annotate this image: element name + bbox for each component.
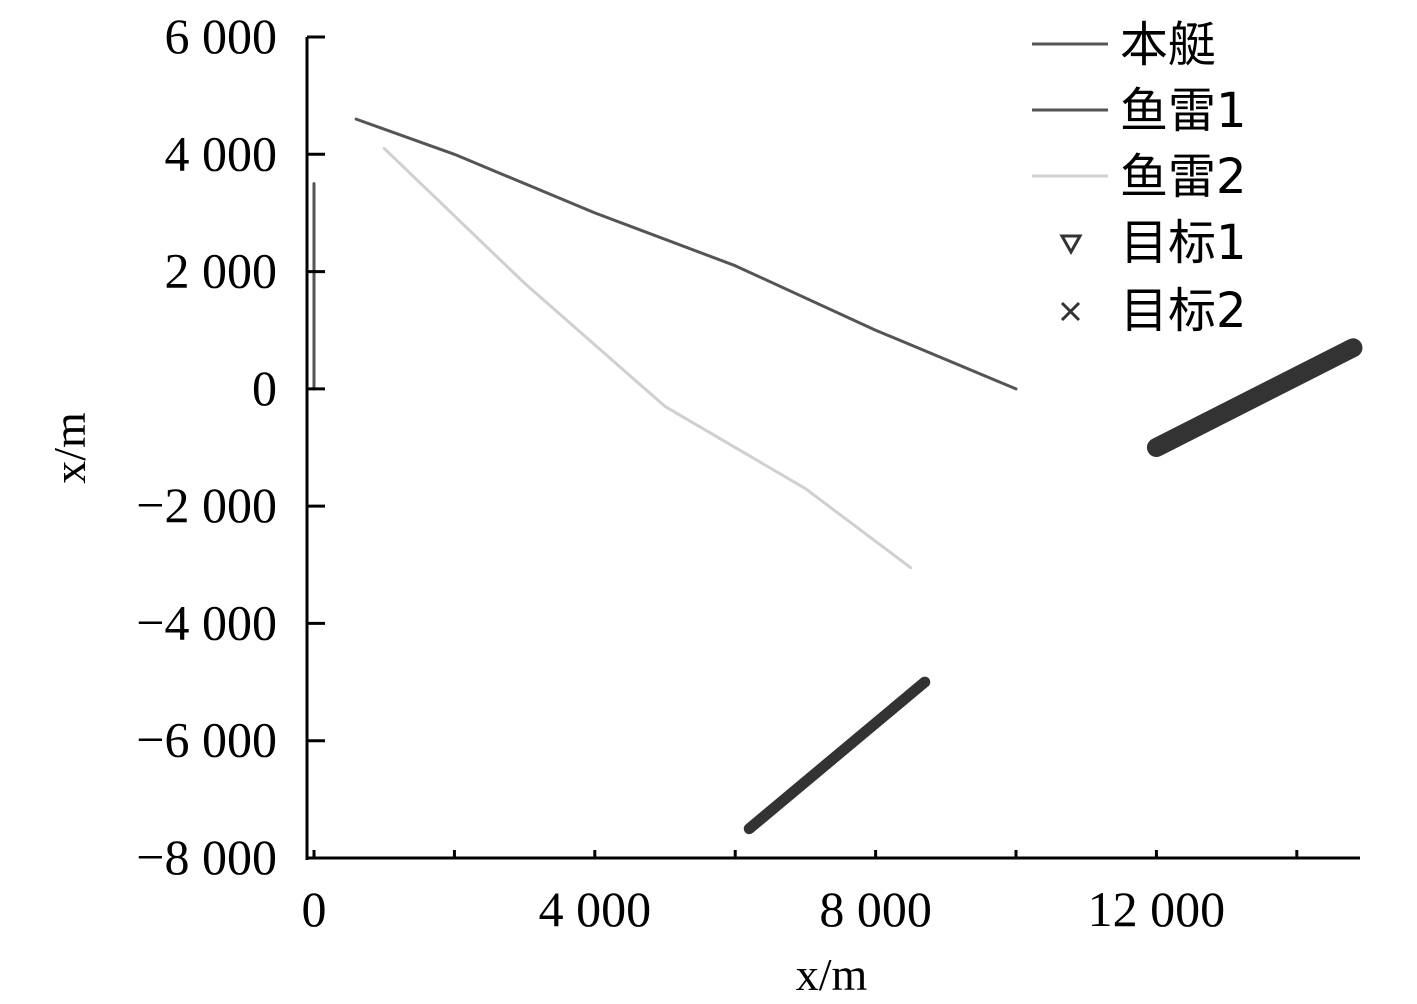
y-tick-label: 0 — [252, 360, 277, 416]
x-tick-label: 8 000 — [819, 881, 932, 937]
legend-x-marker — [1060, 301, 1081, 322]
y-tick-label: 6 000 — [165, 8, 278, 64]
series-line-1 — [354, 117, 1018, 391]
y-tick-label: 4 000 — [165, 125, 278, 181]
legend-label: 鱼雷1 — [1120, 83, 1247, 139]
legend-label: 目标2 — [1120, 283, 1247, 339]
plot-area — [312, 117, 1363, 835]
y-tick-label: −4 000 — [136, 594, 277, 650]
y-tick-label: −2 000 — [136, 477, 277, 533]
x-tick-label: 4 000 — [539, 881, 652, 937]
legend-label: 本艇 — [1120, 17, 1216, 73]
y-tick-label: 2 000 — [165, 243, 278, 299]
legend-label: 目标1 — [1120, 215, 1247, 271]
series-marker-track-3 — [1146, 338, 1363, 457]
x-tick-label: 0 — [302, 881, 327, 937]
series-line-2 — [382, 146, 913, 570]
y-tick-label: −6 000 — [136, 712, 277, 768]
y-axis-title: x/m — [44, 412, 95, 484]
y-tick-label: −8 000 — [136, 829, 277, 885]
axes: 6 000 4 000 2 000 0 −2 000 −4 000 −6 000 −8 000… — [44, 8, 1360, 1000]
legend-triangle-marker — [1059, 234, 1083, 256]
series-marker-track-4 — [743, 676, 931, 835]
x-axis-title: x/m — [796, 949, 868, 1000]
x-tick-label: 12 000 — [1088, 881, 1226, 937]
legend-label: 鱼雷2 — [1120, 149, 1247, 205]
